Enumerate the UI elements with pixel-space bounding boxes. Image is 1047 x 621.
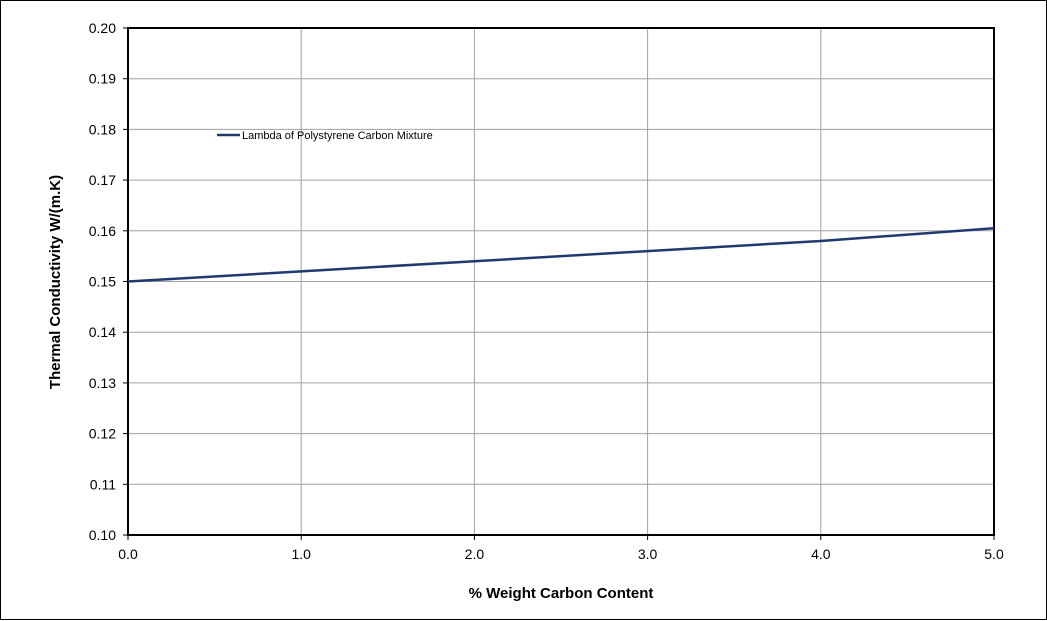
gridlines [127, 27, 995, 536]
x-axis-title: % Weight Carbon Content [469, 585, 654, 602]
y-tick-label: 0.17 [89, 172, 116, 188]
y-tick-label: 0.12 [89, 426, 116, 442]
x-tick-label: 2.0 [465, 546, 485, 562]
y-tick-label: 0.16 [89, 223, 116, 239]
y-tick-label: 0.19 [89, 71, 116, 87]
y-tick-label: 0.11 [90, 476, 116, 492]
legend: Lambda of Polystyrene Carbon Mixture [217, 130, 433, 142]
y-axis-title: Thermal Conductivity W/(m.K) [47, 175, 64, 389]
x-tick-label: 1.0 [291, 546, 311, 562]
legend-label: Lambda of Polystyrene Carbon Mixture [242, 130, 433, 142]
series-line [127, 227, 995, 283]
y-tick-label: 0.14 [89, 324, 116, 340]
y-tick-label: 0.18 [89, 121, 116, 137]
x-tick-label: 3.0 [638, 546, 658, 562]
y-axis-ticks: 0.10 0.11 0.12 0.13 0.14 0.15 0.16 0.17 0.18 0.19… [89, 20, 128, 543]
y-tick-label: 0.15 [89, 274, 116, 290]
y-tick-label: 0.20 [89, 20, 116, 36]
x-tick-label: 0.0 [118, 546, 138, 562]
y-tick-label: 0.13 [89, 375, 116, 391]
series-layer [127, 227, 995, 283]
y-tick-label: 0.10 [89, 527, 116, 543]
x-axis-ticks: 0.0 1.0 2.0 3.0 4.0 5.0 [118, 535, 1004, 562]
x-tick-label: 5.0 [984, 546, 1004, 562]
x-tick-label: 4.0 [811, 546, 831, 562]
